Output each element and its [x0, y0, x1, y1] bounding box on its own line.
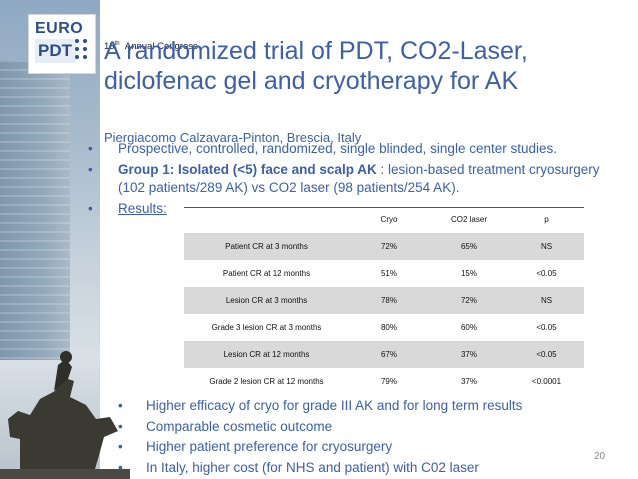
- equestrian-statue-image: [0, 351, 130, 479]
- table-cell: <0.05: [536, 269, 557, 278]
- bullet-marker: •: [118, 459, 123, 475]
- bullet-item: • Results:: [88, 200, 628, 218]
- table-cell: 67%: [380, 350, 397, 359]
- bullet-marker: •: [88, 162, 93, 177]
- header-cell: Cryo: [380, 215, 398, 224]
- conclusion-text: Comparable cosmetic outcome: [146, 418, 333, 434]
- table-cell: <0.05: [536, 350, 557, 359]
- table-row: Lesion CR at 3 months 78% 72% NS: [184, 287, 584, 314]
- congress-number: 13: [104, 41, 115, 53]
- background-photo: [0, 0, 130, 479]
- table-cell: Patient CR at 12 months: [222, 269, 311, 278]
- bullet-item: • Prospective, controlled, randomized, s…: [88, 140, 628, 158]
- logo-dots: [73, 37, 89, 65]
- building-image: [0, 60, 70, 360]
- table-cell: <0.0001: [531, 377, 562, 386]
- congress-suffix: th: [114, 41, 120, 47]
- congress-label: 13th Annual Congress: [104, 41, 198, 52]
- table-cell: 72%: [460, 296, 477, 305]
- author-line: Piergiacomo Calzavara-Pinton, Brescia, I…: [104, 130, 362, 145]
- table-cell: NS: [540, 296, 553, 305]
- table-cell: <0.05: [536, 323, 557, 332]
- table-row: Patient CR at 3 months 72% 65% NS: [184, 233, 584, 260]
- logo-line2: PDT: [35, 39, 76, 63]
- bullet-marker: •: [88, 141, 93, 156]
- bullet-bold-text: Group 1: Isolated (<5) face and scalp AK: [118, 162, 377, 177]
- table-row: Lesion CR at 12 months 67% 37% <0.05: [184, 341, 584, 368]
- bullet-marker: •: [118, 439, 123, 454]
- bullet-item: • Group 1: Isolated (<5) face and scalp …: [88, 161, 628, 197]
- conclusion-item: • Comparable cosmetic outcome: [112, 417, 612, 438]
- header-cell: CO2 laser: [450, 215, 487, 224]
- table-header-row: Cryo CO2 laser p: [184, 206, 584, 233]
- page-number: 20: [594, 451, 606, 462]
- conclusion-item: • Higher efficacy of cryo for grade III …: [112, 396, 612, 417]
- conclusion-item: • In Italy, higher cost (for NHS and pat…: [112, 458, 612, 479]
- bullet-text: : lesion-based treatment cryosurgery (10…: [118, 162, 600, 195]
- header-cell: [184, 206, 349, 233]
- conclusion-text: In Italy, higher cost (for NHS and patie…: [146, 459, 479, 475]
- logo-line1: EURO: [35, 20, 84, 37]
- table-cell: 51%: [380, 269, 397, 278]
- bullet-marker: •: [88, 201, 93, 216]
- table-cell: Lesion CR at 3 months: [225, 296, 308, 305]
- slide-title: A randomized trial of PDT, CO2-Laser, di…: [104, 37, 528, 95]
- europdt-logo: EURO PDT: [28, 14, 96, 74]
- bullet-list: • Prospective, controlled, randomized, s…: [88, 140, 628, 221]
- table-row: Grade 3 lesion CR at 3 months 80% 60% <0…: [184, 314, 584, 341]
- conclusion-item: • Higher patient preference for cryosurg…: [112, 437, 612, 458]
- table-cell: Grade 3 lesion CR at 3 months: [211, 323, 322, 332]
- table-cell: 60%: [460, 323, 477, 332]
- table-cell: 78%: [380, 296, 397, 305]
- bullet-text: Prospective, controlled, randomized, sin…: [118, 141, 557, 156]
- table-cell: Grade 2 lesion CR at 12 months: [209, 377, 324, 386]
- conclusion-text: Higher efficacy of cryo for grade III AK…: [146, 398, 523, 413]
- table-divider: [184, 207, 584, 208]
- header-cell: p: [544, 215, 549, 224]
- conclusion-list: • Higher efficacy of cryo for grade III …: [112, 396, 612, 478]
- table-cell: 37%: [460, 377, 477, 386]
- table-cell: 37%: [460, 350, 477, 359]
- table-row: Grade 2 lesion CR at 12 months 79% 37% <…: [184, 368, 584, 395]
- bullet-marker: •: [118, 418, 123, 434]
- bullet-marker: •: [118, 398, 123, 413]
- results-link[interactable]: Results:: [118, 201, 167, 216]
- table-cell: NS: [540, 242, 553, 251]
- table-row: Patient CR at 12 months 51% 15% <0.05: [184, 260, 584, 287]
- table-cell: Patient CR at 3 months: [225, 242, 308, 251]
- results-table: Cryo CO2 laser p Patient CR at 3 months …: [184, 206, 584, 395]
- table-cell: 65%: [460, 242, 477, 251]
- conclusion-text: Higher patient preference for cryosurger…: [146, 439, 393, 454]
- congress-text: Annual Congress: [124, 41, 198, 53]
- table-cell: 80%: [380, 323, 397, 332]
- table-cell: Lesion CR at 12 months: [223, 350, 310, 359]
- table-cell: 15%: [460, 269, 477, 278]
- table-cell: 79%: [380, 377, 397, 386]
- table-cell: 72%: [380, 242, 397, 251]
